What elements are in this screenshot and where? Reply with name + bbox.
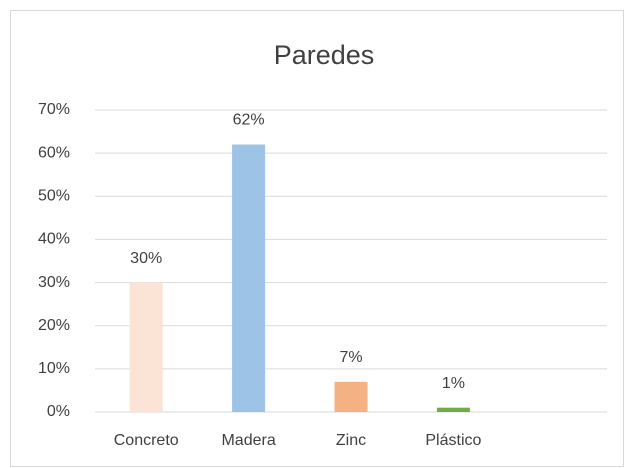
y-tick-label: 70%: [38, 101, 70, 118]
y-tick-label: 50%: [38, 188, 70, 205]
x-tick-label: Concreto: [114, 432, 179, 449]
x-tick-label: Zinc: [336, 432, 366, 449]
y-tick-label: 10%: [38, 360, 70, 377]
chart-title: Paredes: [274, 40, 375, 70]
data-label: 7%: [339, 349, 362, 366]
y-tick-label: 60%: [38, 144, 70, 161]
data-label: 62%: [233, 112, 265, 129]
y-tick-label: 30%: [38, 274, 70, 291]
bar: [129, 282, 163, 412]
y-tick-label: 0%: [47, 403, 70, 420]
bar: [232, 144, 266, 412]
bar: [334, 381, 368, 412]
bar: [436, 407, 470, 412]
y-tick-label: 20%: [38, 317, 70, 334]
x-tick-label: Madera: [221, 432, 275, 449]
chart-border: [10, 10, 624, 467]
y-tick-label: 40%: [38, 231, 70, 248]
data-label: 30%: [130, 250, 162, 267]
x-tick-label: Plástico: [425, 432, 481, 449]
data-label: 1%: [442, 375, 465, 392]
